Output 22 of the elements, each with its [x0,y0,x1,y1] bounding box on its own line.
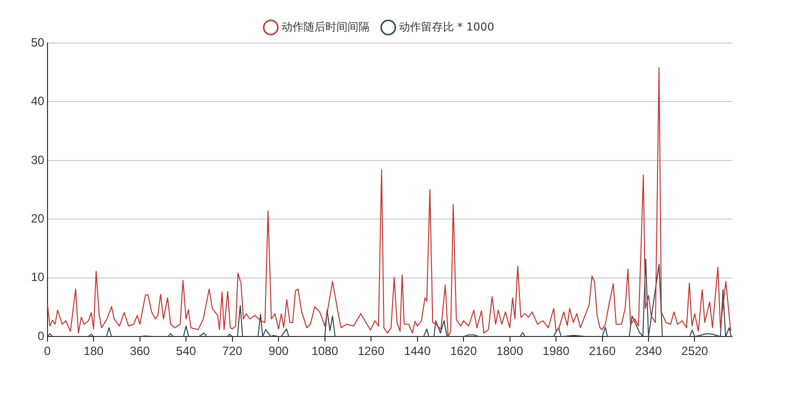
x-tick-label: 1260 [358,344,385,358]
y-tick-label: 40 [30,94,45,108]
y-tick-label: 20 [30,211,45,226]
x-tick-label: 2520 [681,344,708,358]
y-tick-label: 30 [30,152,45,167]
x-tick-label: 1800 [496,344,524,358]
y-tick-label: 0 [38,328,45,343]
x-tick-label: 720 [222,344,243,358]
x-tick-label: 1440 [404,344,431,358]
y-tick-label: 10 [30,270,45,284]
x-tick-label: 900 [268,344,289,358]
legend-label: 动作随后时间间隔 [281,20,370,34]
x-tick-label: 180 [84,344,104,358]
x-tick-label: 540 [176,344,196,358]
x-tick-label: 1620 [450,344,478,358]
x-tick-label: 360 [130,344,150,358]
x-tick-label: 2340 [635,344,662,358]
x-tick-label: 1080 [311,344,338,358]
x-tick-label: 2160 [588,344,616,358]
x-tick-label: 1980 [542,344,570,358]
y-tick-label: 50 [30,35,45,50]
legend-label: 动作留存比 * 1000 [398,20,494,34]
